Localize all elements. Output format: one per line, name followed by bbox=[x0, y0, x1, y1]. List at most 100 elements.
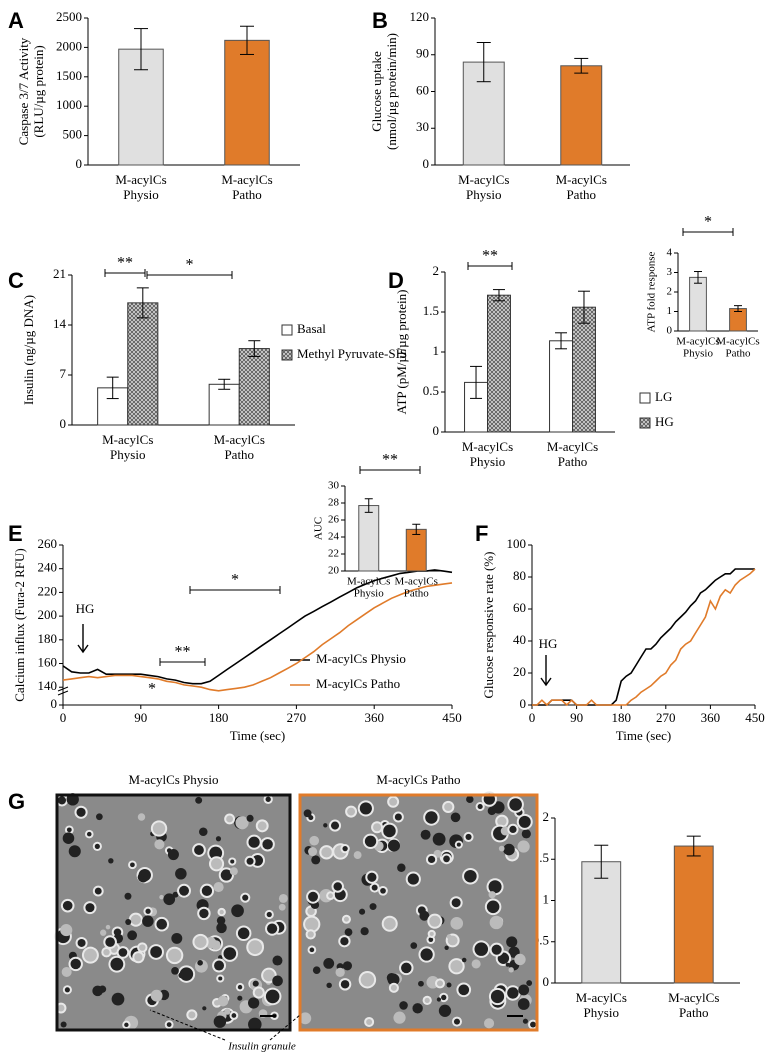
y-tick-label: 1000 bbox=[56, 97, 82, 112]
granule bbox=[105, 937, 115, 947]
granule bbox=[70, 958, 81, 970]
annotation-arrow bbox=[77, 624, 89, 654]
granule bbox=[198, 827, 208, 837]
panel-label: A bbox=[8, 8, 24, 33]
y-tick-label: 120 bbox=[410, 9, 430, 24]
granule bbox=[397, 863, 406, 873]
granule bbox=[134, 953, 143, 962]
significance-label: ** bbox=[482, 248, 498, 265]
granule bbox=[509, 798, 522, 811]
legend-label: M-acylCs Physio bbox=[316, 651, 406, 666]
granule bbox=[521, 829, 531, 839]
granule bbox=[340, 937, 349, 946]
significance-bracket bbox=[467, 262, 513, 270]
granule bbox=[360, 972, 375, 987]
y-axis-label: ATP fold response bbox=[646, 251, 658, 332]
granule bbox=[266, 911, 272, 918]
panel-label: E bbox=[8, 521, 23, 546]
y-tick-label: 3 bbox=[667, 266, 673, 278]
granule bbox=[420, 829, 431, 840]
granule bbox=[505, 962, 510, 967]
granule bbox=[424, 997, 430, 1004]
y-tick-label: 260 bbox=[38, 536, 58, 551]
granule bbox=[471, 959, 481, 969]
granule bbox=[359, 802, 372, 815]
x-tick-label: M-acylCs bbox=[547, 439, 598, 454]
granule bbox=[522, 1018, 528, 1024]
granule bbox=[333, 882, 342, 891]
granule bbox=[272, 975, 283, 987]
legend-swatch bbox=[639, 392, 651, 404]
bar bbox=[358, 505, 380, 572]
bar bbox=[208, 383, 240, 426]
granule bbox=[308, 891, 318, 902]
granule bbox=[347, 807, 356, 816]
granule bbox=[517, 840, 530, 853]
granule bbox=[230, 859, 235, 864]
x-tick-label: M-acylCs bbox=[462, 439, 513, 454]
granule bbox=[94, 843, 100, 849]
y-tick-label: 40 bbox=[513, 632, 526, 647]
y-axis-label: (RLU/µg protein) bbox=[31, 45, 46, 137]
chart: A 0 500 1000 1500 2000 2500 Caspase 3/7 Activit… bbox=[8, 8, 300, 202]
y-tick-label: 180 bbox=[38, 631, 58, 646]
significance-bracket bbox=[682, 228, 734, 236]
significance-label: * bbox=[148, 681, 156, 698]
granule bbox=[453, 1018, 460, 1025]
granule bbox=[309, 835, 320, 846]
granule bbox=[309, 947, 315, 953]
y-tick-label: 2000 bbox=[56, 38, 82, 53]
x-tick-label: 180 bbox=[611, 710, 631, 725]
granule bbox=[307, 931, 314, 938]
chart: D 0 0.5 1 1.5 2 ATP (pM/µl/µg protein) LG HG M-ac… bbox=[388, 248, 674, 469]
granule bbox=[369, 903, 377, 911]
granule bbox=[428, 937, 434, 943]
granule bbox=[456, 842, 461, 847]
granule bbox=[137, 813, 146, 821]
granule bbox=[432, 832, 446, 846]
granule bbox=[394, 813, 402, 821]
granule bbox=[451, 898, 461, 908]
x-tick-label: M-acylCs bbox=[221, 172, 272, 187]
granule bbox=[364, 835, 377, 847]
granule bbox=[489, 915, 504, 930]
bar bbox=[238, 348, 270, 426]
granule bbox=[446, 982, 452, 988]
granule bbox=[278, 903, 286, 911]
legend-label: LG bbox=[655, 389, 672, 404]
granule bbox=[420, 948, 433, 961]
line-series bbox=[532, 568, 756, 707]
granule bbox=[246, 857, 254, 865]
x-tick-label: Patho bbox=[232, 187, 262, 202]
line-series bbox=[62, 569, 453, 685]
granule bbox=[248, 1017, 262, 1032]
granule bbox=[215, 836, 222, 842]
significance-bracket bbox=[104, 269, 146, 277]
x-tick-label: Patho bbox=[679, 1005, 709, 1020]
granule bbox=[57, 796, 67, 805]
legend-swatch bbox=[281, 349, 293, 361]
granule bbox=[509, 825, 517, 834]
granule bbox=[220, 869, 232, 881]
y-tick-label: 24 bbox=[328, 531, 340, 543]
significance-label: * bbox=[186, 257, 194, 274]
granule bbox=[344, 928, 353, 937]
y-tick-label: 60 bbox=[416, 82, 429, 97]
granule bbox=[145, 908, 151, 914]
bar bbox=[572, 306, 596, 433]
bar bbox=[560, 65, 603, 166]
granule bbox=[418, 980, 424, 987]
granule bbox=[477, 804, 483, 810]
y-tick-label: 0 bbox=[543, 974, 550, 989]
x-tick-label: M-acylCs bbox=[556, 172, 607, 187]
granule bbox=[465, 833, 472, 840]
granule bbox=[163, 893, 176, 906]
significance-bracket bbox=[159, 658, 206, 666]
panel-label: F bbox=[475, 521, 488, 546]
x-tick-label: M-acylCs bbox=[716, 336, 759, 348]
granule bbox=[209, 846, 223, 860]
y-tick-label: 7 bbox=[60, 366, 67, 381]
significance-bracket bbox=[359, 466, 421, 474]
y-tick-label: 21 bbox=[53, 266, 66, 281]
granule bbox=[390, 984, 397, 991]
